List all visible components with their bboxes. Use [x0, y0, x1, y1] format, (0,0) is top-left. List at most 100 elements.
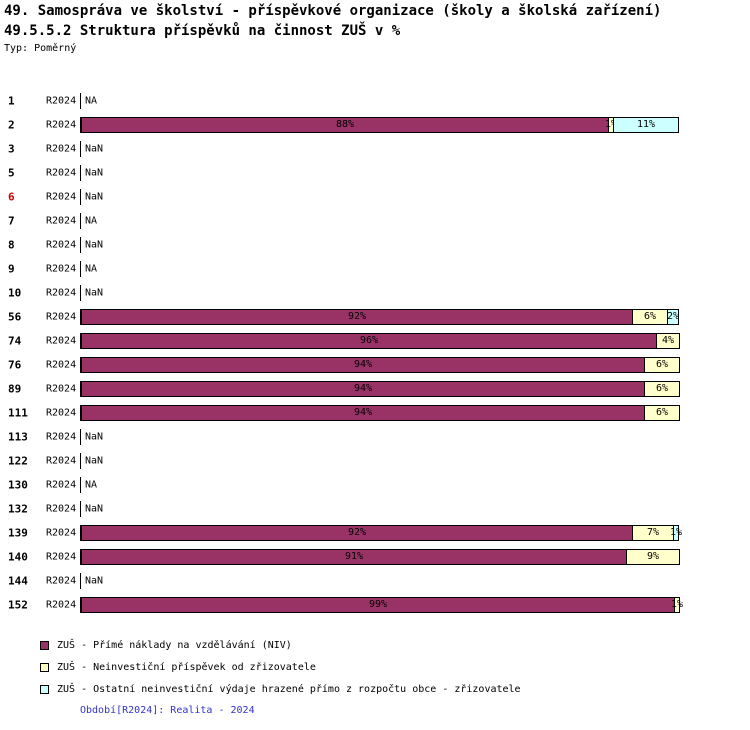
row-status-value: NaN — [85, 455, 104, 467]
row-id: 140 — [8, 550, 28, 564]
chart-row-5: 5 R2024 NaN — [0, 161, 750, 185]
chart-row-8: 8 R2024 NaN — [0, 233, 750, 257]
chart-row-3: 3 R2024 NaN — [0, 137, 750, 161]
chart-title-line1: 49. Samospráva ve školství - příspěvkové… — [4, 3, 662, 19]
row-period-label: R2024 — [46, 191, 77, 203]
row-id: 8 — [8, 238, 15, 252]
row-period-label: R2024 — [46, 335, 77, 347]
chart-row-74: 74 R2024 96% 4% — [0, 329, 750, 353]
row-status-value: NaN — [85, 575, 104, 587]
chart-row-89: 89 R2024 94% 6% — [0, 377, 750, 401]
row-bar-area: 92% 6% 2% — [80, 309, 680, 325]
row-period-label: R2024 — [46, 95, 77, 107]
row-bar-area: 96% 4% — [80, 333, 680, 349]
row-status-value: NA — [85, 95, 98, 107]
bar-segment-prispevek: 7% — [632, 525, 674, 541]
legend-swatch-ostatni — [40, 684, 49, 694]
chart-row-111: 111 R2024 94% 6% — [0, 401, 750, 425]
row-status-value: NaN — [85, 143, 104, 155]
row-id: 1 — [8, 94, 15, 108]
row-status-value: NaN — [85, 239, 104, 251]
row-period-label: R2024 — [46, 575, 77, 587]
row-status-value: NA — [85, 215, 98, 227]
row-bar-area: NaN — [80, 285, 680, 301]
row-id: 5 — [8, 166, 15, 180]
row-id: 152 — [8, 598, 28, 612]
row-bar-area: NaN — [80, 237, 680, 253]
row-id: 6 — [8, 190, 15, 204]
row-bar-area: NaN — [80, 573, 680, 589]
chart-row-6: 6 R2024 NaN — [0, 185, 750, 209]
row-bar-area: NaN — [80, 165, 680, 181]
row-id: 89 — [8, 382, 22, 396]
bar-segment-niv: 99% — [81, 597, 675, 613]
row-period-label: R2024 — [46, 455, 77, 467]
chart-row-139: 139 R2024 92% 7% 1% — [0, 521, 750, 545]
legend-label: ZUŠ - Neinvestiční příspěvek od zřizovat… — [57, 661, 316, 673]
bar-segment-ostatni: 2% — [667, 309, 679, 325]
row-period-label: R2024 — [46, 551, 77, 563]
row-period-label: R2024 — [46, 119, 77, 131]
row-bar-area: 94% 6% — [80, 357, 680, 373]
legend-swatch-niv — [40, 640, 49, 650]
chart-row-152: 152 R2024 99% 1% — [0, 593, 750, 617]
legend-item-prispevek: ZUŠ - Neinvestiční příspěvek od zřizovat… — [40, 656, 521, 678]
row-id: 144 — [8, 574, 28, 588]
row-period-label: R2024 — [46, 215, 77, 227]
chart-row-144: 144 R2024 NaN — [0, 569, 750, 593]
bar-segment-niv: 92% — [81, 525, 633, 541]
bar-segment-niv: 88% — [81, 117, 609, 133]
row-status-value: NA — [85, 263, 98, 275]
bar-segment-prispevek: 6% — [632, 309, 668, 325]
row-bar-area: NaN — [80, 189, 680, 205]
row-id: 3 — [8, 142, 15, 156]
legend-label: ZUŠ - Přímé náklady na vzdělávání (NIV) — [57, 639, 292, 651]
legend-label: ZUŠ - Ostatní neinvestiční výdaje hrazen… — [57, 683, 521, 695]
chart-row-1: 1 R2024 NA — [0, 89, 750, 113]
chart-row-140: 140 R2024 91% 9% — [0, 545, 750, 569]
row-period-label: R2024 — [46, 503, 77, 515]
row-id: 10 — [8, 286, 22, 300]
bar-segment-prispevek: 1% — [671, 597, 683, 613]
row-id: 56 — [8, 310, 22, 324]
bar-segment-niv: 94% — [81, 357, 645, 373]
chart-footer-period: Období[R2024]: Realita - 2024 — [80, 705, 255, 716]
row-status-value: NaN — [85, 287, 104, 299]
row-period-label: R2024 — [46, 599, 77, 611]
chart-row-113: 113 R2024 NaN — [0, 425, 750, 449]
row-period-label: R2024 — [46, 383, 77, 395]
bar-segment-ostatni: 11% — [613, 117, 679, 133]
row-id: 122 — [8, 454, 28, 468]
row-status-value: NaN — [85, 503, 104, 515]
row-period-label: R2024 — [46, 311, 77, 323]
chart-row-122: 122 R2024 NaN — [0, 449, 750, 473]
legend-item-ostatni: ZUŠ - Ostatní neinvestiční výdaje hrazen… — [40, 678, 521, 700]
bar-segment-prispevek: 6% — [644, 405, 680, 421]
row-id: 7 — [8, 214, 15, 228]
row-bar-area: NaN — [80, 501, 680, 517]
row-bar-area: NaN — [80, 429, 680, 445]
row-period-label: R2024 — [46, 263, 77, 275]
chart-row-10: 10 R2024 NaN — [0, 281, 750, 305]
row-bar-area: 94% 6% — [80, 405, 680, 421]
row-bar-area: 99% 1% — [80, 597, 683, 613]
legend-item-niv: ZUŠ - Přímé náklady na vzdělávání (NIV) — [40, 634, 521, 656]
row-id: 139 — [8, 526, 28, 540]
chart-row-130: 130 R2024 NA — [0, 473, 750, 497]
row-bar-area: 94% 6% — [80, 381, 680, 397]
row-period-label: R2024 — [46, 407, 77, 419]
chart-row-56: 56 R2024 92% 6% 2% — [0, 305, 750, 329]
row-bar-area: NA — [80, 477, 680, 493]
chart-row-9: 9 R2024 NA — [0, 257, 750, 281]
chart-row-132: 132 R2024 NaN — [0, 497, 750, 521]
row-bar-area: 92% 7% 1% — [80, 525, 682, 541]
row-period-label: R2024 — [46, 359, 77, 371]
row-status-value: NA — [85, 479, 98, 491]
row-id: 111 — [8, 406, 28, 420]
row-id: 130 — [8, 478, 28, 492]
row-status-value: NaN — [85, 191, 104, 203]
bar-segment-niv: 96% — [81, 333, 657, 349]
chart-subtitle-type: Typ: Poměrný — [4, 43, 77, 54]
bar-segment-ostatni: 1% — [670, 525, 682, 541]
